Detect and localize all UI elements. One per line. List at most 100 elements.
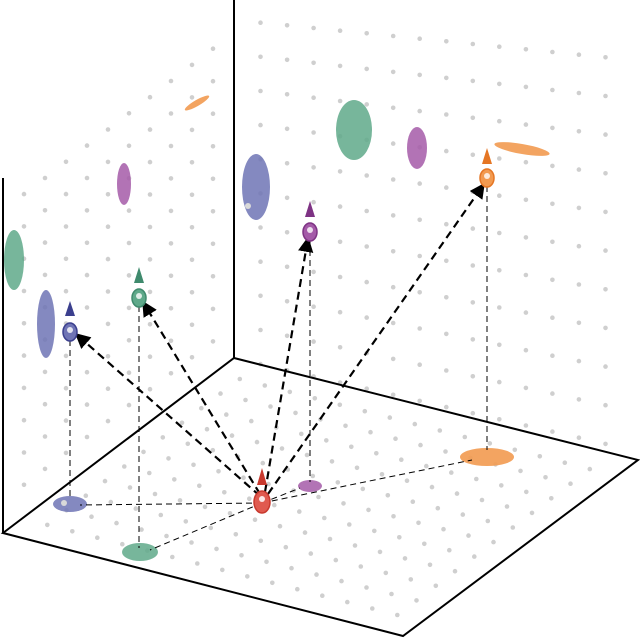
back-wall-dot <box>550 49 555 55</box>
left-wall-dot <box>210 306 216 312</box>
back-wall-dot <box>444 404 449 410</box>
left-wall-dot-grid <box>21 46 216 488</box>
floor-dot <box>443 449 448 454</box>
floor-dot <box>395 612 400 618</box>
green-back-wall-projection <box>336 100 372 160</box>
floor-dot <box>122 464 127 469</box>
floor-dot <box>543 475 548 480</box>
left-wall-dot <box>147 354 153 360</box>
floor-connections <box>79 459 473 551</box>
back-wall-dot <box>470 263 476 268</box>
floor-dot <box>197 483 202 489</box>
arrow-up-icon <box>305 201 315 217</box>
left-wall-dot <box>189 160 195 165</box>
floor-dot <box>239 553 244 558</box>
back-wall-dot <box>417 217 423 223</box>
arrow-to-green <box>142 300 261 495</box>
floor-dot <box>229 433 235 438</box>
back-wall-dot <box>284 161 290 166</box>
back-wall-dot <box>576 282 582 287</box>
left-wall-dot <box>168 306 174 311</box>
floor-dot <box>185 441 191 447</box>
back-wall-dot <box>576 90 582 96</box>
back-wall-dot <box>523 385 529 391</box>
left-wall-dot <box>105 386 111 392</box>
floor-dot <box>316 494 321 500</box>
back-wall-dot <box>576 167 582 172</box>
back-wall-dot <box>470 410 476 416</box>
back-wall-dot <box>364 279 370 285</box>
back-wall-dot <box>258 327 263 333</box>
node-purple <box>302 201 318 242</box>
floor-dot <box>179 420 185 426</box>
floor-plane-outline <box>0 356 640 638</box>
floor-dot <box>472 554 477 559</box>
back-wall-dot <box>470 115 476 121</box>
floor-dot <box>370 606 375 611</box>
back-wall-dot <box>497 268 502 273</box>
floor-dot <box>549 496 554 501</box>
floor-dot <box>389 591 394 597</box>
back-wall-dot <box>444 258 449 264</box>
back-wall-dot <box>311 199 316 205</box>
back-wall-dot <box>390 392 396 398</box>
left-wall-dot <box>42 369 48 375</box>
back-wall-dot <box>364 173 370 178</box>
back-wall-dot <box>550 163 555 169</box>
purple-left-wall-projection <box>117 163 131 205</box>
floor-dot <box>233 532 239 537</box>
back-wall-dot <box>417 290 423 295</box>
left-wall-dot <box>42 208 48 213</box>
floor-projections <box>53 203 514 561</box>
left-wall-dot <box>189 62 195 68</box>
left-wall-dot <box>63 159 69 165</box>
floor-dot <box>414 598 419 603</box>
back-wall-dot <box>470 337 476 342</box>
left-wall-dot <box>126 305 132 311</box>
back-wall-dot <box>337 63 343 69</box>
floor-dot <box>268 404 273 409</box>
left-wall-dot <box>84 175 90 181</box>
back-wall-dot <box>497 379 502 385</box>
floor-dot <box>177 498 183 503</box>
floor-dot <box>385 493 391 498</box>
floor-dot <box>372 528 377 534</box>
back-wall-dot <box>337 309 343 315</box>
floor-dot <box>485 518 491 524</box>
back-wall-dot <box>497 44 502 49</box>
back-wall-dot <box>337 28 343 33</box>
back-wall-dot <box>550 315 555 321</box>
left-wall-dot <box>21 450 27 455</box>
back-wall-dot <box>523 122 529 127</box>
back-wall-dot <box>603 171 608 176</box>
back-wall-dot <box>417 108 423 114</box>
floor-dot <box>587 466 593 472</box>
orange-floor-projection <box>460 448 514 466</box>
back-wall-dot <box>576 320 582 326</box>
left-wall-dot <box>126 273 132 278</box>
back-wall-dot <box>550 201 555 207</box>
left-wall-dot <box>21 288 27 294</box>
left-wall-dot <box>105 127 111 132</box>
floor-dot <box>270 580 275 586</box>
arrow-up-icon <box>134 267 144 283</box>
back-wall-dot <box>497 118 502 124</box>
left-wall-dot <box>168 111 174 116</box>
back-wall-dot <box>523 310 529 315</box>
back-wall-dot <box>497 81 502 87</box>
left-wall-dot <box>210 209 216 214</box>
left-wall-dot <box>189 355 195 360</box>
floor-dot <box>416 520 421 526</box>
left-wall-dot <box>147 289 153 295</box>
left-wall-dot <box>147 94 153 100</box>
left-wall-dot <box>84 369 90 375</box>
floor-dot <box>114 520 119 526</box>
back-wall-dot <box>470 152 476 158</box>
arrow-up-icon <box>257 468 267 485</box>
back-wall-dot <box>390 141 396 146</box>
floor-dot <box>295 586 300 592</box>
left-wall-dot <box>42 175 48 181</box>
floor-dot <box>337 402 343 408</box>
